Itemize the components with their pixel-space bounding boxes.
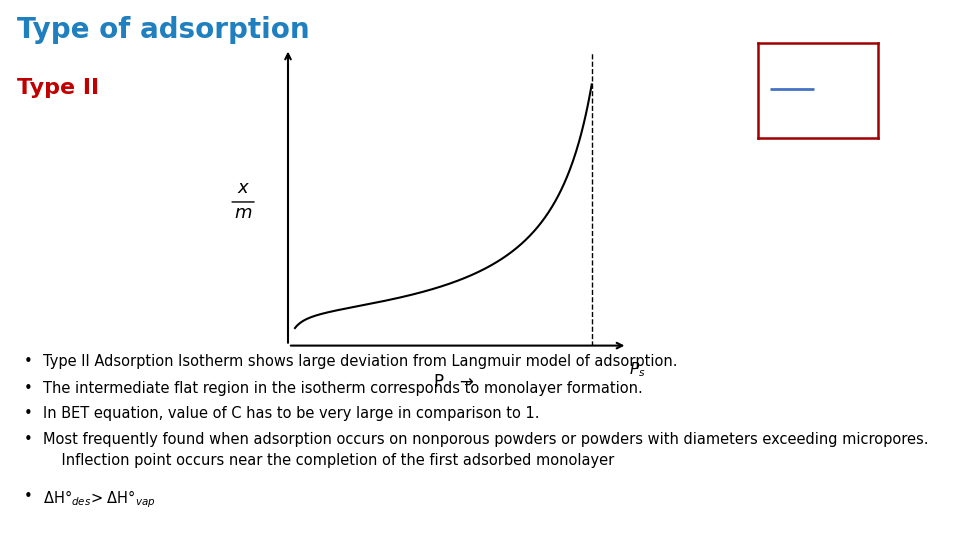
Text: •: • xyxy=(24,489,33,504)
Text: •: • xyxy=(24,381,33,396)
Text: x: x xyxy=(238,179,249,197)
Text: Inflection point occurs near the completion of the first adsorbed monolayer: Inflection point occurs near the complet… xyxy=(43,453,614,468)
Text: Most frequently found when adsorption occurs on nonporous powders or powders wit: Most frequently found when adsorption oc… xyxy=(43,432,928,447)
Text: The intermediate flat region in the isotherm corresponds to monolayer formation.: The intermediate flat region in the isot… xyxy=(43,381,643,396)
Text: In BET equation, value of C has to be very large in comparison to 1.: In BET equation, value of C has to be ve… xyxy=(43,406,540,421)
Text: •: • xyxy=(24,406,33,421)
Text: $P_s$: $P_s$ xyxy=(629,361,645,380)
Text: m: m xyxy=(234,204,252,221)
Text: P   →: P → xyxy=(434,373,474,391)
Text: •: • xyxy=(24,432,33,447)
Text: Type of adsorption: Type of adsorption xyxy=(17,16,310,44)
Text: ΔH°$_{des}$> ΔH°$_{vap}$: ΔH°$_{des}$> ΔH°$_{vap}$ xyxy=(43,489,156,510)
Text: •: • xyxy=(24,354,33,369)
Text: Type II: Type II xyxy=(17,78,100,98)
Text: Type II Adsorption Isotherm shows large deviation from Langmuir model of adsorpt: Type II Adsorption Isotherm shows large … xyxy=(43,354,678,369)
